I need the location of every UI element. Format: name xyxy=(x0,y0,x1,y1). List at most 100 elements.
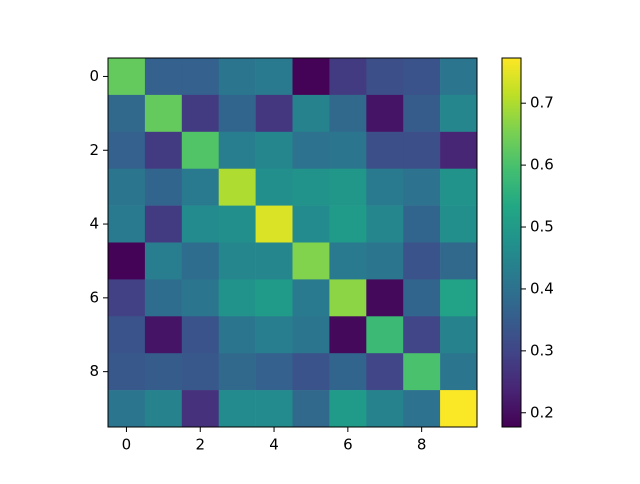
heatmap-cell xyxy=(329,316,367,354)
heatmap-cell xyxy=(403,94,441,133)
heatmap-cell xyxy=(144,279,183,317)
heatmap-cell xyxy=(403,279,441,317)
heatmap-cell xyxy=(440,131,478,169)
heatmap-cell xyxy=(218,316,256,354)
heatmap-cell xyxy=(144,353,183,391)
heatmap-cell xyxy=(218,390,256,428)
heatmap-cell xyxy=(292,94,330,133)
y-tick-label: 2 xyxy=(89,141,99,159)
heatmap-cell xyxy=(218,205,256,243)
y-tick-label: 4 xyxy=(89,215,99,233)
heatmap-cell xyxy=(181,353,219,391)
heatmap-cell xyxy=(329,390,367,428)
colorbar xyxy=(501,57,522,428)
heatmap-cell xyxy=(329,242,367,280)
heatmap-cell xyxy=(366,279,404,317)
heatmap-cell xyxy=(181,168,219,206)
heatmap-cell xyxy=(255,131,293,169)
heatmap-cell xyxy=(108,94,146,133)
heatmap-cell xyxy=(403,131,441,169)
heatmap-cell xyxy=(108,131,146,169)
heatmap-cell xyxy=(181,242,219,280)
heatmap-cell xyxy=(181,316,219,354)
heatmap-cell xyxy=(144,316,183,354)
heatmap-cell xyxy=(144,242,183,280)
heatmap-cell xyxy=(329,58,367,96)
heatmap-cell xyxy=(366,58,404,96)
heatmap-cell xyxy=(144,94,183,133)
heatmap-cell xyxy=(218,131,256,169)
colorbar-tick-label: 0.7 xyxy=(530,94,554,112)
heatmap-cell xyxy=(255,390,293,428)
heatmap-cell xyxy=(108,242,146,280)
heatmap-cell xyxy=(440,353,478,391)
heatmap-cell xyxy=(108,279,146,317)
heatmap-cell xyxy=(440,390,478,428)
heatmap-cell xyxy=(181,94,219,133)
heatmap-cell xyxy=(255,205,293,243)
heatmap-cell xyxy=(255,353,293,391)
heatmap-cell xyxy=(366,94,404,133)
heatmap-cell xyxy=(255,242,293,280)
heatmap-cell xyxy=(108,353,146,391)
heatmap-cell xyxy=(329,168,367,206)
heatmap-cell xyxy=(440,242,478,280)
heatmap-cell xyxy=(255,94,293,133)
heatmap-cell xyxy=(403,168,441,206)
x-tick-label: 0 xyxy=(122,436,132,454)
heatmap-cell xyxy=(292,131,330,169)
heatmap-cell xyxy=(218,353,256,391)
heatmap-cell xyxy=(292,58,330,96)
heatmap-cell xyxy=(218,168,256,206)
colorbar-tick-label: 0.4 xyxy=(530,279,554,297)
y-tick-label: 6 xyxy=(89,288,99,306)
heatmap-cell xyxy=(440,316,478,354)
heatmap-cell xyxy=(366,353,404,391)
heatmap-cell xyxy=(181,390,219,428)
y-tick-label: 8 xyxy=(89,362,99,380)
x-tick-label: 6 xyxy=(343,436,353,454)
heatmap-cell xyxy=(329,94,367,133)
heatmap-cell xyxy=(366,131,404,169)
heatmap-cell xyxy=(218,279,256,317)
heatmap-cell xyxy=(144,58,183,96)
heatmap-cell xyxy=(403,205,441,243)
heatmap-cell xyxy=(108,58,146,96)
colorbar-tick-label: 0.6 xyxy=(530,156,554,174)
heatmap-cell xyxy=(292,168,330,206)
heatmap-cell xyxy=(292,316,330,354)
heatmap-cell xyxy=(403,353,441,391)
heatmap-cell xyxy=(144,205,183,243)
heatmap-cell xyxy=(366,168,404,206)
axes-frame xyxy=(107,57,478,428)
heatmap-cell xyxy=(255,58,293,96)
heatmap-cell xyxy=(440,205,478,243)
heatmap-cell xyxy=(366,316,404,354)
colorbar-tick-label: 0.5 xyxy=(530,218,554,236)
heatmap-cell xyxy=(292,242,330,280)
heatmap-cell xyxy=(181,279,219,317)
heatmap-cell xyxy=(292,279,330,317)
heatmap-cell xyxy=(366,242,404,280)
heatmap-cell xyxy=(292,390,330,428)
heatmap-cell xyxy=(403,58,441,96)
heatmap-cell xyxy=(403,242,441,280)
heatmap-cell xyxy=(366,205,404,243)
heatmap-cell xyxy=(181,131,219,169)
heatmap-cell xyxy=(108,316,146,354)
heatmap-cell xyxy=(255,316,293,354)
heatmap-cell xyxy=(181,58,219,96)
heatmap-cell xyxy=(144,168,183,206)
colorbar-tick-label: 0.2 xyxy=(530,403,554,421)
heatmap-cell xyxy=(144,131,183,169)
heatmap-cell xyxy=(329,205,367,243)
heatmap-cell xyxy=(440,279,478,317)
heatmap-cell xyxy=(218,94,256,133)
x-tick-label: 8 xyxy=(417,436,427,454)
colorbar-tick-label: 0.3 xyxy=(530,341,554,359)
heatmap-cell xyxy=(329,353,367,391)
heatmap-cell xyxy=(292,353,330,391)
heatmap-cell xyxy=(366,390,404,428)
x-tick-label: 2 xyxy=(195,436,205,454)
